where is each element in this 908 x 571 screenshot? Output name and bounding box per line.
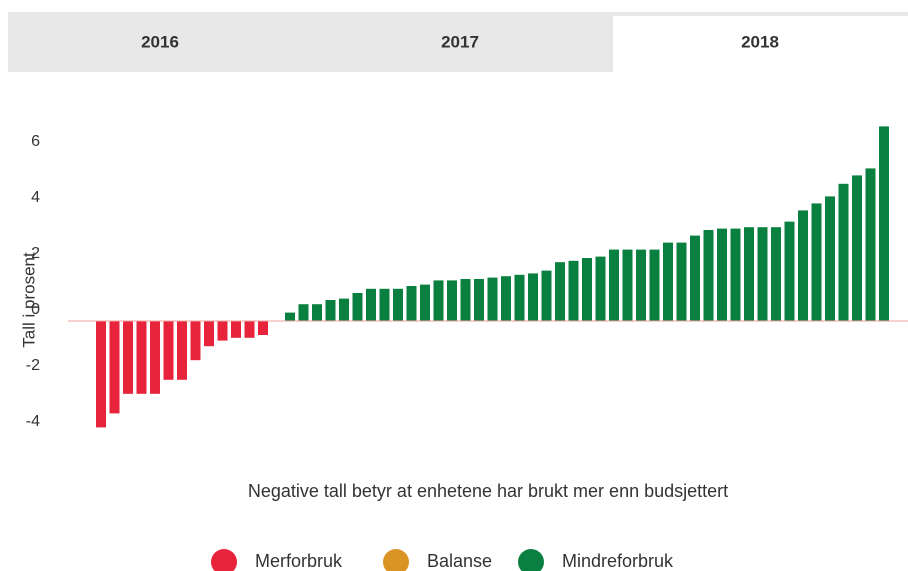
tab-active[interactable] [613,16,908,72]
bar [487,277,498,321]
y-axis-label: Tall i prosent [19,252,38,348]
bar [447,280,457,321]
bar [163,321,174,380]
legend-marker[interactable] [518,549,544,571]
bar [393,288,403,321]
bar [244,321,255,338]
bar [555,262,565,321]
bar [784,221,795,321]
y-tick-label: 0 [31,301,40,318]
bar [217,321,228,341]
bar [595,256,606,321]
y-tick-label: 2 [31,245,40,262]
bar [838,183,849,321]
bar [825,196,835,321]
bar [582,258,592,321]
bar [676,242,687,321]
bar [460,279,471,321]
bar [298,304,309,321]
bar [541,270,552,321]
bar [325,300,336,321]
y-tick-label: 4 [31,189,40,206]
bar [433,280,444,321]
bar [865,168,876,321]
bar [622,249,633,321]
bar [609,249,619,321]
bar [663,242,673,321]
tab-label[interactable]: 2016 [141,32,179,51]
bar [258,321,268,335]
bar [339,298,349,321]
tab-label[interactable]: 2018 [741,32,779,51]
bar [204,321,214,347]
legend-label[interactable]: Merforbruk [255,551,343,571]
bar [636,249,646,321]
bar [109,321,120,414]
bar [352,293,363,321]
bar [177,321,187,380]
y-tick-label: -2 [26,357,40,374]
legend-label[interactable]: Balanse [427,551,492,571]
legend-marker[interactable] [211,549,237,571]
y-tick-label: -4 [26,413,40,430]
bar [514,274,525,321]
legend-label[interactable]: Mindreforbruk [562,551,674,571]
bar [744,227,754,321]
bar [136,321,147,394]
chart-note: Negative tall betyr at enhetene har bruk… [248,481,728,501]
bar [528,273,538,321]
legend-marker[interactable] [383,549,409,571]
bar [690,235,700,321]
bar [757,227,768,321]
bar [852,175,862,321]
bar [771,227,781,321]
bar [366,288,376,321]
bar [703,230,714,321]
bar [379,288,390,321]
bar [312,304,322,321]
bar [798,210,808,321]
bar [811,203,822,321]
bar [717,228,727,321]
bar [96,321,106,428]
bar [501,276,511,321]
bar [123,321,133,394]
bar [190,321,201,361]
bar [649,249,660,321]
bar [150,321,160,394]
bar [406,286,417,321]
bar [285,312,295,321]
bar [730,228,741,321]
bar [474,279,484,321]
bar [420,284,430,321]
bar [568,260,579,321]
tab-label[interactable]: 2017 [441,32,479,51]
y-tick-label: 6 [31,133,40,150]
bar [231,321,241,338]
bar [879,126,889,322]
